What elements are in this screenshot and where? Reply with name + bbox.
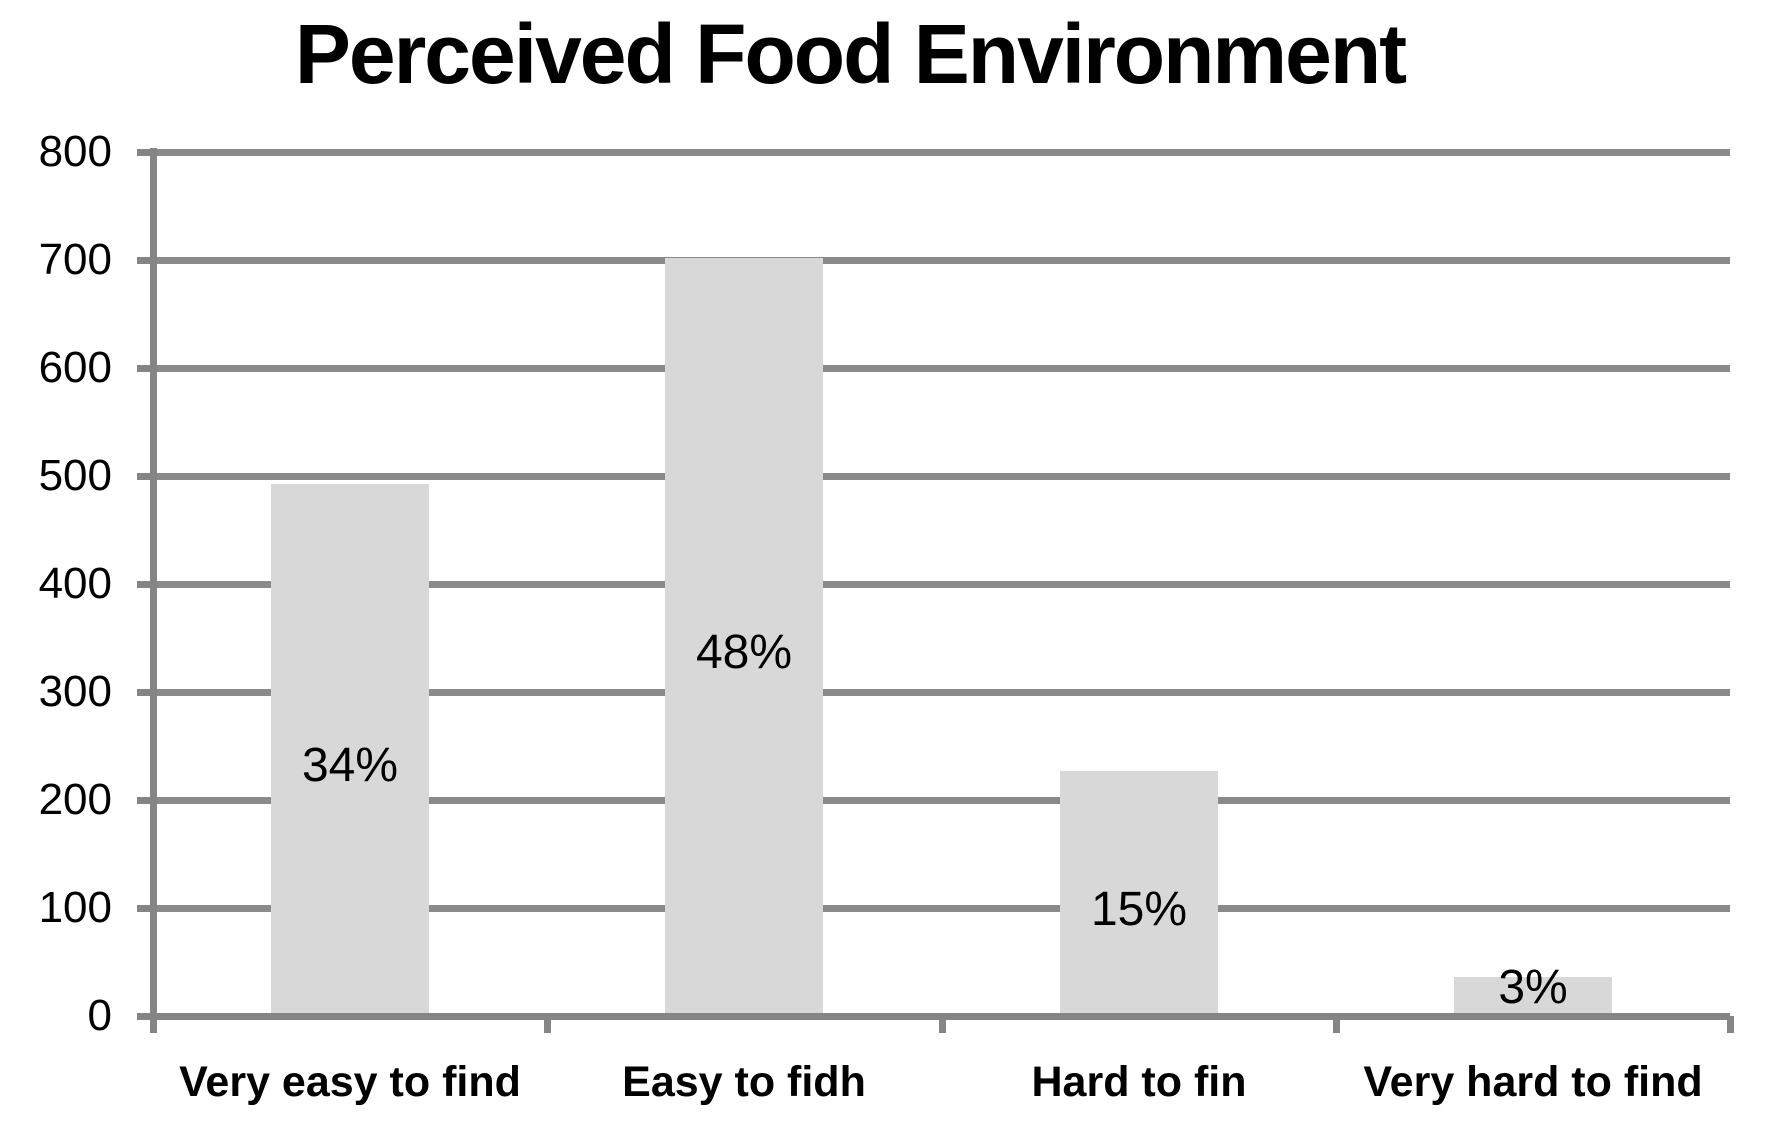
gridline [153, 365, 1730, 372]
gridline [153, 797, 1730, 804]
y-axis-tick [137, 581, 153, 588]
bar [1060, 771, 1218, 1016]
x-axis-tick [1333, 1016, 1340, 1033]
y-tick-label: 200 [38, 775, 112, 824]
bar [271, 484, 429, 1016]
y-tick-label: 800 [38, 127, 112, 176]
x-axis-tick [150, 1016, 157, 1033]
gridline [153, 149, 1730, 156]
x-category-label: Hard to fin [1031, 1058, 1247, 1106]
y-tick-label: 400 [38, 559, 112, 608]
y-tick-label: 700 [38, 235, 112, 284]
x-category-label: Very easy to find [179, 1058, 521, 1106]
bar [665, 258, 823, 1016]
bar-data-label: 48% [695, 626, 793, 679]
chart-title: Perceived Food Environment [294, 7, 1407, 101]
y-axis-tick [137, 797, 153, 804]
x-axis-line [137, 1013, 1730, 1020]
x-axis-tick [939, 1016, 946, 1033]
y-axis-tick [137, 149, 153, 156]
y-axis-tick [137, 257, 153, 264]
gridline [153, 905, 1730, 912]
bar-data-label: 34% [301, 739, 399, 792]
y-axis-tick [137, 689, 153, 696]
gridline [153, 689, 1730, 696]
y-tick-label: 600 [38, 343, 112, 392]
bar-data-label: 3% [1498, 961, 1568, 1014]
gridline [153, 581, 1730, 588]
x-axis-tick [1727, 1016, 1734, 1033]
x-axis-tick [544, 1016, 551, 1033]
y-axis-tick [137, 473, 153, 480]
bar-data-label: 15% [1090, 883, 1188, 936]
y-tick-label: 500 [38, 451, 112, 500]
y-tick-label: 100 [38, 883, 112, 932]
gridline [153, 473, 1730, 480]
gridline [153, 257, 1730, 264]
bar [1454, 977, 1612, 1016]
y-axis-tick [137, 905, 153, 912]
y-tick-label: 300 [38, 667, 112, 716]
x-category-label: Easy to fidh [622, 1058, 866, 1106]
y-tick-label: 0 [87, 991, 112, 1040]
y-axis-line [150, 148, 157, 1033]
x-category-label: Very hard to find [1363, 1058, 1703, 1106]
y-axis-tick [137, 365, 153, 372]
